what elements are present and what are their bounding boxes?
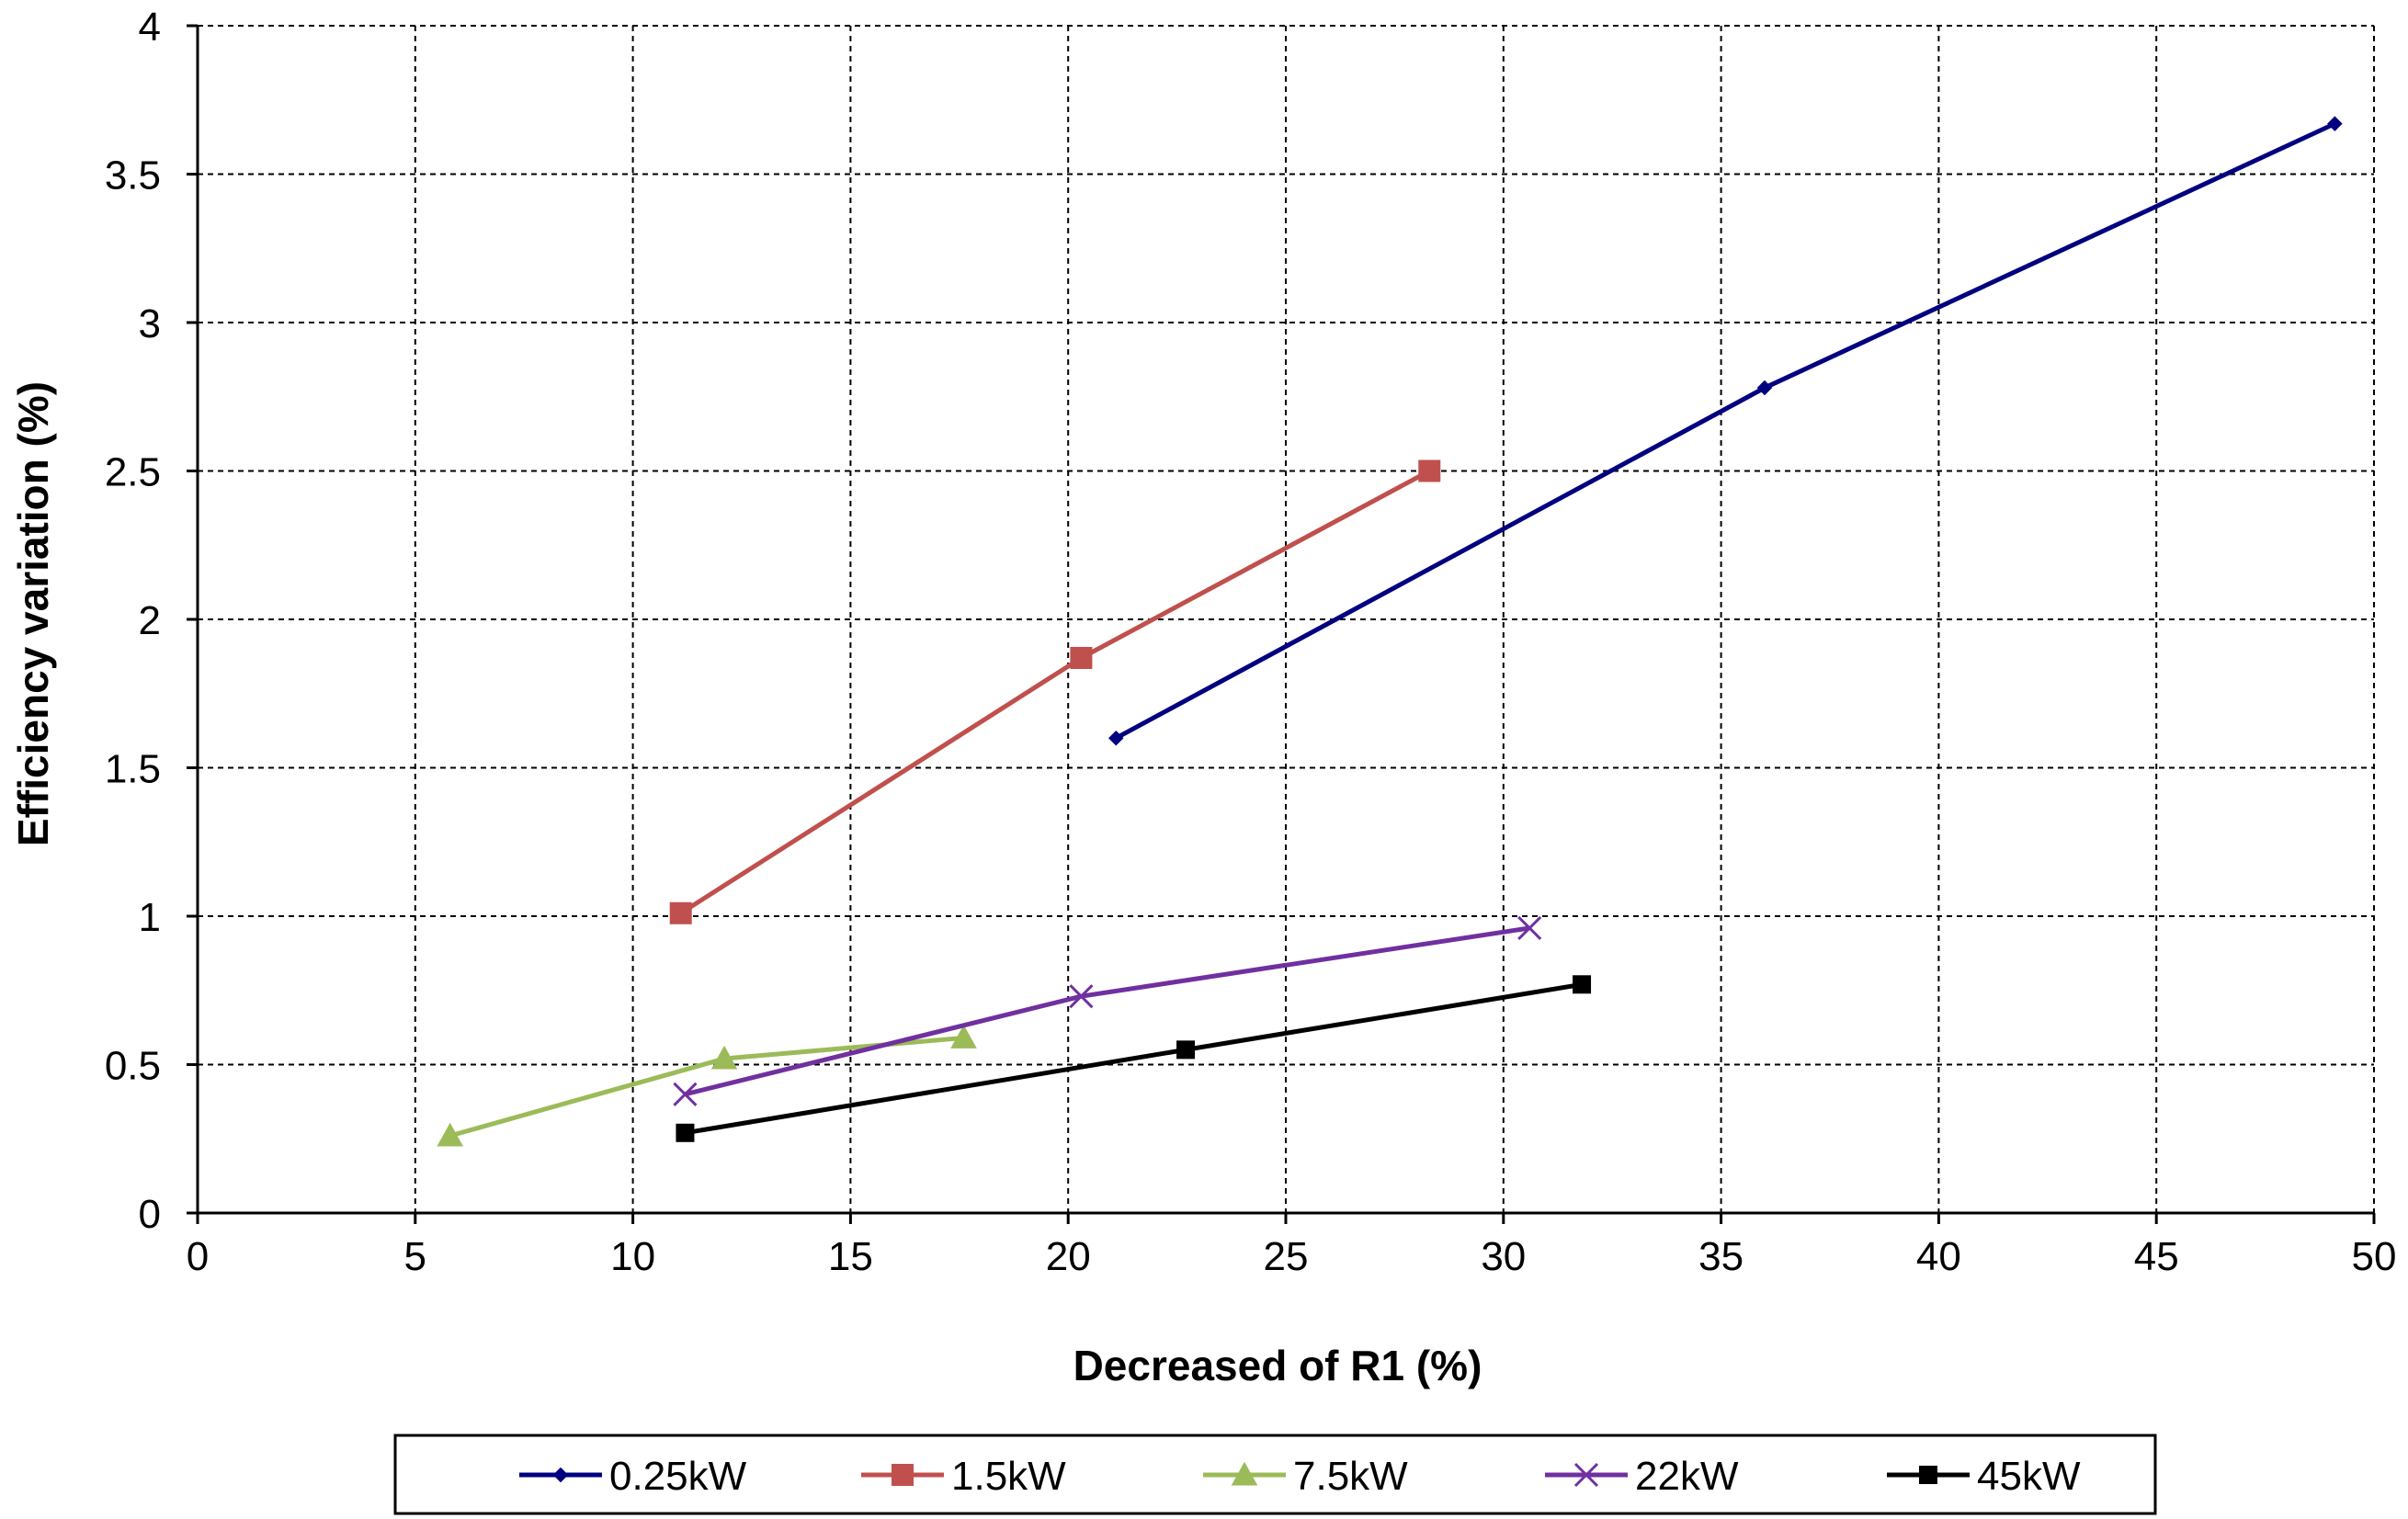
x-tick-label: 10: [610, 1234, 655, 1279]
series-lines: [437, 116, 2343, 1147]
legend: 0.25kW 1.5kW 7.5kW 22kW 45kW: [393, 1434, 2157, 1515]
x-tick-label: 25: [1264, 1234, 1309, 1279]
y-tick-label: 0: [139, 1192, 161, 1237]
legend-item: 22kW: [1545, 1454, 1739, 1499]
series-1: [1108, 116, 2343, 746]
legend-item: 7.5kW: [1203, 1454, 1408, 1499]
y-tick-label: 1: [139, 895, 161, 940]
legend-marker: [552, 1467, 569, 1483]
y-tick-label: 2: [139, 598, 161, 643]
x-tick-label: 45: [2134, 1234, 2179, 1279]
series-4: [673, 915, 1542, 1106]
series-line: [679, 469, 1431, 915]
legend-marker: [1573, 1462, 1599, 1488]
series-line: [1115, 121, 2336, 741]
x-tick-label: 35: [1698, 1234, 1744, 1279]
data-point: [710, 1045, 738, 1070]
legend-label: 1.5kW: [951, 1454, 1066, 1499]
data-point: [2327, 116, 2343, 131]
y-tick-label: 4: [139, 5, 161, 50]
data-point: [1517, 915, 1542, 940]
legend-label: 7.5kW: [1293, 1454, 1408, 1499]
data-point: [669, 901, 692, 924]
legend-label: 45kW: [1977, 1454, 2081, 1499]
data-point: [1070, 646, 1093, 669]
data-point: [1573, 975, 1592, 994]
y-axis-label: Efficiency variation (%): [9, 381, 57, 846]
data-point: [676, 1123, 695, 1142]
y-tick-label: 3: [139, 301, 161, 346]
legend-item: 1.5kW: [861, 1454, 1066, 1499]
series-5: [676, 975, 1592, 1142]
legend-item: 45kW: [1887, 1454, 2081, 1499]
data-point: [673, 1082, 698, 1106]
x-tick-label: 20: [1046, 1234, 1091, 1279]
data-point: [1418, 459, 1441, 482]
x-tick-label: 0: [187, 1234, 209, 1279]
y-tick-label: 3.5: [105, 153, 161, 198]
x-tick-label: 5: [404, 1234, 426, 1279]
x-tick-label: 50: [2352, 1234, 2397, 1279]
y-tick-label: 0.5: [105, 1044, 161, 1089]
x-axis-ticks: 0 5 10 15 20 25 30 35 40 45 50: [187, 1213, 2397, 1279]
data-point: [1069, 984, 1094, 1009]
data-point: [1756, 380, 1773, 396]
legend-label: 22kW: [1635, 1454, 1739, 1499]
data-point: [1108, 730, 1124, 746]
x-axis-label: Decreased of R1 (%): [1073, 1342, 1482, 1389]
x-tick-label: 30: [1481, 1234, 1526, 1279]
legend-marker: [1919, 1466, 1937, 1484]
series-2: [669, 459, 1441, 924]
grid-lines: [198, 25, 2375, 1213]
x-tick-label: 15: [828, 1234, 873, 1279]
data-point: [950, 1025, 977, 1049]
legend-marker: [892, 1464, 914, 1486]
x-tick-label: 40: [1916, 1234, 1961, 1279]
legend-item: 0.25kW: [519, 1454, 747, 1499]
data-point: [437, 1122, 463, 1147]
legend-label: 0.25kW: [609, 1454, 747, 1499]
data-point: [1176, 1040, 1196, 1060]
y-tick-label: 2.5: [105, 450, 161, 495]
axes: [187, 26, 2374, 1224]
y-axis-ticks: 0 0.5 1 1.5 2 2.5 3 3.5 4: [105, 5, 198, 1237]
legend-marker: [1231, 1461, 1258, 1486]
series-line: [684, 925, 1530, 1097]
y-tick-label: 1.5: [105, 747, 161, 792]
